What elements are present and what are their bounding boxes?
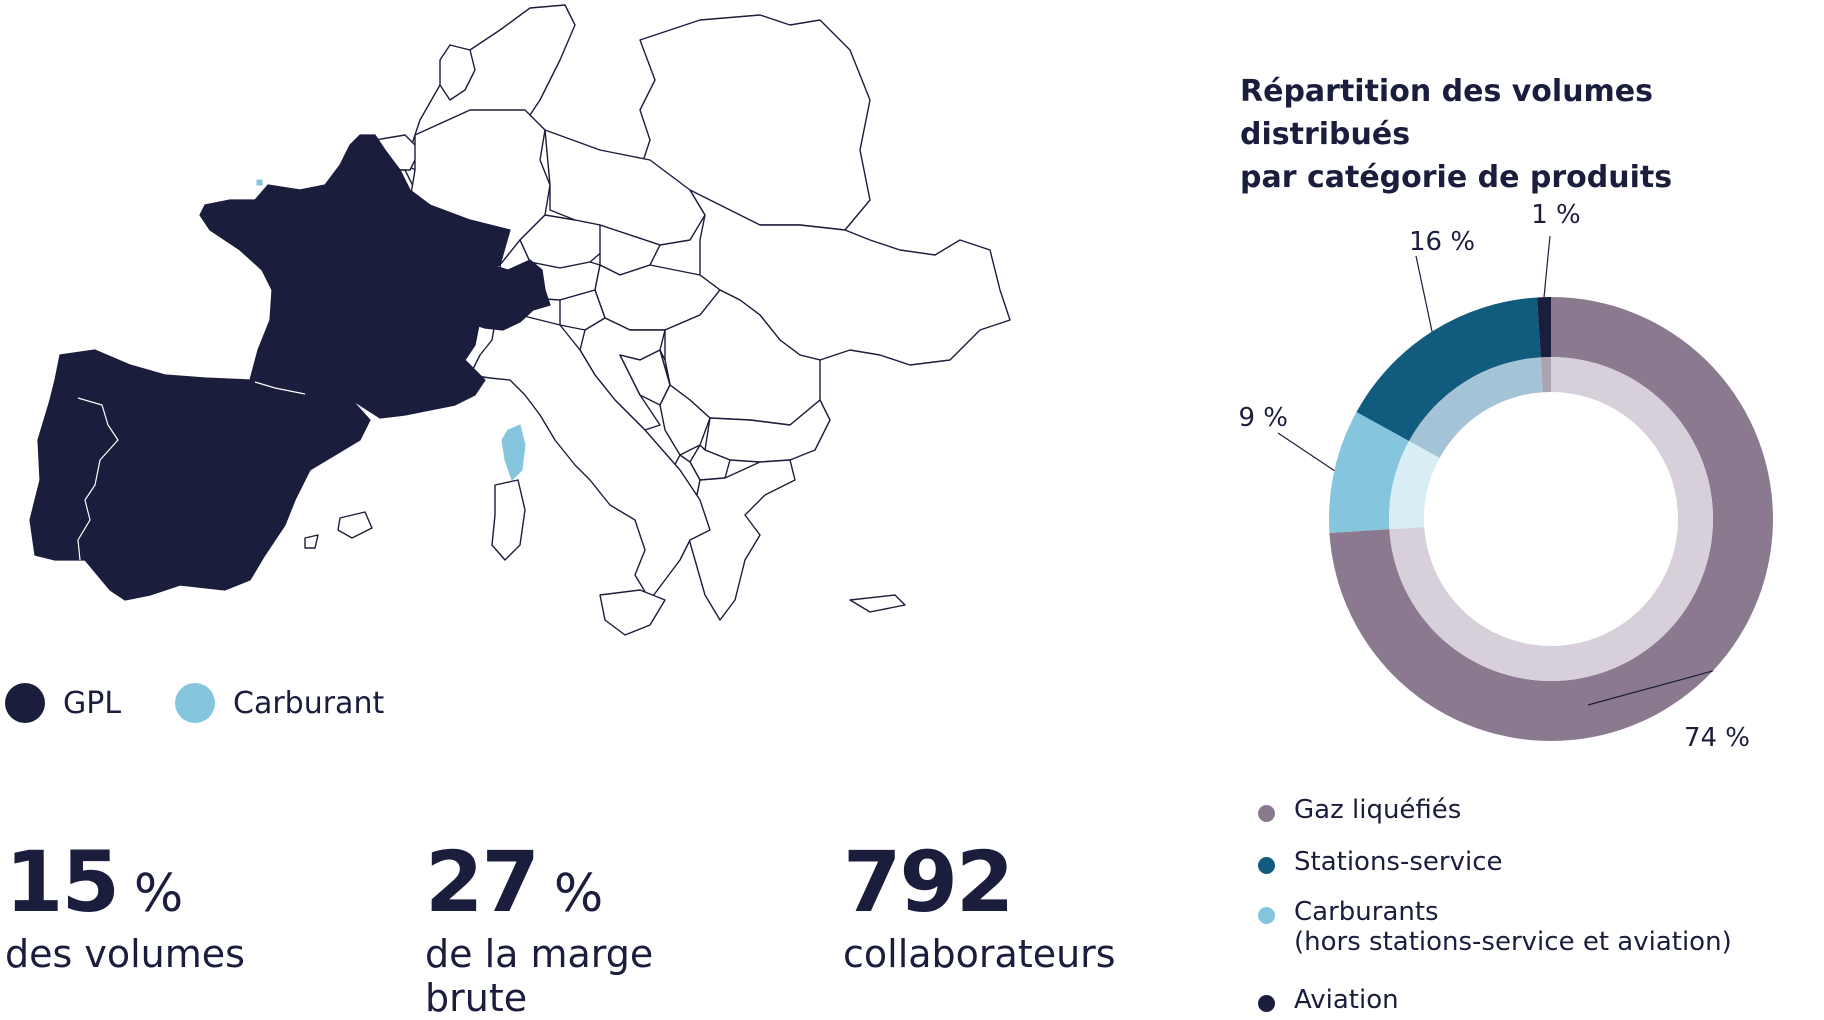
- chart-legend-label-group: Carburants (hors stations-service et avi…: [1294, 897, 1732, 957]
- chart-title: Répartition des volumes distribués par c…: [1240, 70, 1800, 199]
- data-label-aviation: 1 %: [1531, 200, 1581, 230]
- leader-line-aviation: [1543, 235, 1551, 298]
- stat-value-row: 792: [843, 840, 1116, 924]
- chart-legend-swatch: [1258, 907, 1275, 924]
- donut-inner-slice-stations-service: [1409, 357, 1544, 458]
- map-region-gpl-france: [199, 134, 511, 419]
- map-country-greece: [684, 459, 796, 621]
- chart-title-line: par catégorie de produits: [1240, 160, 1673, 195]
- map-border-portugal: [77, 397, 119, 561]
- donut-chart: 74 % 9 % 16 % 1 %: [1238, 200, 1773, 753]
- map-legend-item-carburant: Carburant: [175, 683, 384, 723]
- map-region-gpl-iberia: [29, 349, 371, 601]
- data-label-stations-service: 16 %: [1409, 227, 1475, 257]
- map-country-denmark: [439, 44, 476, 101]
- map-legend-item-gpl: GPL: [5, 683, 121, 723]
- stat-unit: %: [133, 864, 184, 924]
- map-legend-label: Carburant: [233, 685, 385, 721]
- stat-value-row: 27%: [425, 840, 653, 924]
- chart-legend-label: Aviation: [1294, 985, 1399, 1015]
- leader-line-stations-service: [1415, 255, 1433, 332]
- stat-label-line: collaborateurs: [843, 932, 1116, 976]
- leader-line-carburants: [1277, 432, 1335, 472]
- map-region-carburant-channel-islands: [256, 179, 263, 186]
- chart-legend-swatch: [1258, 857, 1275, 874]
- stat-value: 27: [425, 833, 540, 931]
- map-country-italy: [469, 314, 711, 601]
- stat-value-row: 15%: [5, 840, 245, 924]
- chart-legend-note: (hors stations-service et aviation): [1294, 927, 1732, 957]
- map-island-crete: [849, 594, 906, 613]
- data-label-gaz-liquefies: 74 %: [1684, 723, 1750, 753]
- donut-slice-carburants: [1329, 412, 1410, 533]
- map-border-andorra: [254, 381, 306, 395]
- data-label-carburants: 9 %: [1238, 403, 1288, 433]
- map-legend-swatch-carburant: [175, 683, 215, 723]
- map-legend-label: GPL: [63, 685, 122, 721]
- chart-legend-swatch: [1258, 995, 1275, 1012]
- stat-label: des volumes: [5, 932, 245, 976]
- map-legend-swatch-gpl: [5, 683, 45, 723]
- stat-employees: 792 collaborateurs: [843, 840, 1116, 976]
- stat-margin: 27% de la marge brute: [425, 840, 653, 1020]
- map-island-ibiza: [304, 534, 319, 549]
- chart-title-line: Répartition des volumes distribués: [1240, 74, 1654, 152]
- europe-map: [29, 4, 1011, 636]
- stat-label-line: de la marge: [425, 932, 654, 976]
- stat-label: de la marge brute: [425, 932, 653, 1020]
- donut-inner-slice-carburants: [1389, 440, 1440, 530]
- stat-label-line: brute: [425, 976, 528, 1020]
- stat-label: collaborateurs: [843, 932, 1116, 976]
- chart-legend-label: Stations-service: [1294, 847, 1503, 877]
- map-region-carburant-corsica: [501, 424, 526, 481]
- stat-unit: %: [553, 864, 604, 924]
- map-island-sardinia: [491, 479, 526, 561]
- map-island-mallorca: [337, 511, 373, 539]
- chart-legend-label: Gaz liquéfiés: [1294, 795, 1462, 825]
- chart-legend-label: Carburants: [1294, 897, 1439, 927]
- map-island-sicily: [599, 589, 666, 636]
- stat-value: 15: [5, 833, 120, 931]
- stat-label-line: des volumes: [5, 932, 245, 976]
- stat-value: 792: [843, 833, 1014, 931]
- chart-legend-swatch: [1258, 805, 1275, 822]
- donut-slice-aviation: [1537, 297, 1551, 358]
- stat-volumes: 15% des volumes: [5, 840, 245, 976]
- donut-inner-slice-aviation: [1540, 357, 1551, 393]
- donut-slice-stations-service: [1356, 297, 1541, 441]
- leader-line-gaz-liquefies: [1587, 670, 1713, 706]
